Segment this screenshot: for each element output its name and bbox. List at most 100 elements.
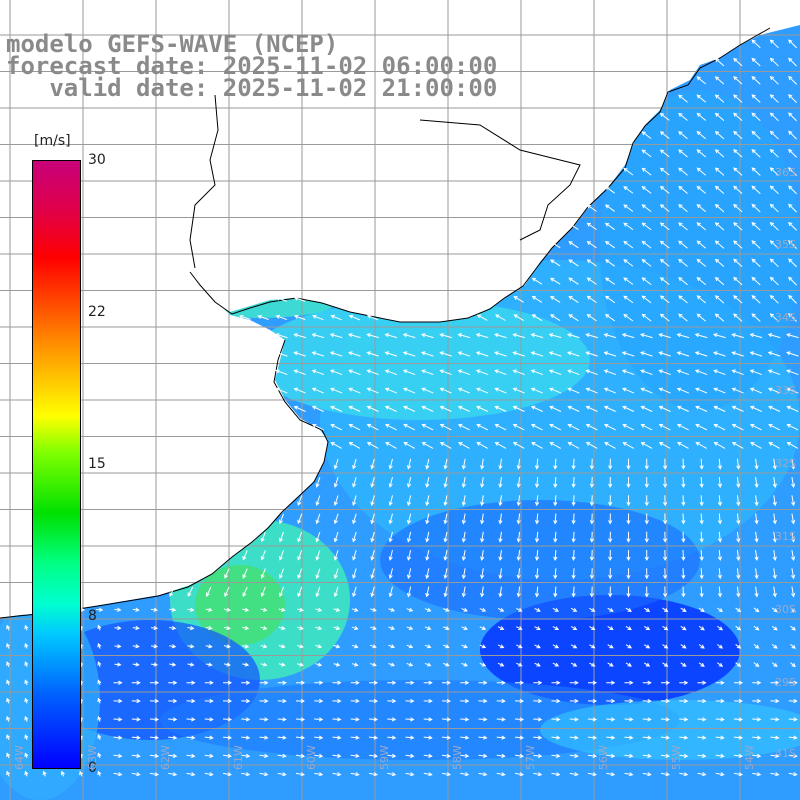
- wind-arrow: [662, 625, 669, 631]
- wind-arrow: [659, 313, 670, 322]
- wind-arrow: [751, 130, 761, 140]
- wind-arrow: [571, 458, 576, 470]
- wind-arrow: [736, 531, 741, 543]
- wind-arrow: [314, 772, 324, 777]
- wind-arrow: [731, 369, 744, 376]
- wind-arrow: [6, 661, 11, 668]
- wind-arrow: [676, 405, 689, 412]
- wind-arrow: [222, 717, 233, 722]
- wind-arrow: [662, 549, 668, 562]
- wind-arrow: [662, 644, 669, 649]
- wind-arrow: [204, 772, 214, 777]
- wind-arrow: [333, 568, 339, 580]
- wind-arrow: [749, 369, 763, 376]
- wind-arrow: [275, 314, 288, 321]
- wind-arrow: [676, 387, 689, 394]
- wind-arrow: [551, 735, 561, 740]
- colorbar-tick-8: 8: [88, 608, 97, 624]
- wind-arrow: [772, 586, 777, 598]
- wind-arrow: [644, 531, 649, 543]
- wind-arrow: [443, 495, 448, 507]
- wind-arrow: [457, 369, 471, 376]
- wind-arrow: [788, 94, 798, 103]
- wind-arrows: [6, 39, 799, 777]
- wind-arrow: [425, 513, 430, 525]
- wind-arrow: [624, 698, 634, 704]
- wind-arrow: [352, 550, 357, 561]
- wind-arrow: [570, 607, 578, 612]
- wind-arrow: [293, 296, 306, 302]
- wind-arrow: [568, 277, 579, 285]
- wind-arrow: [696, 167, 707, 176]
- wind-arrow: [512, 333, 525, 339]
- wind-arrow: [348, 369, 361, 376]
- wind-arrow: [6, 624, 11, 631]
- wind-arrow: [494, 369, 507, 376]
- wind-arrow: [403, 405, 416, 412]
- wind-arrow: [329, 333, 343, 339]
- wind-arrow: [476, 442, 488, 449]
- wind-arrow: [421, 369, 434, 376]
- wind-arrow: [204, 735, 214, 740]
- wind-arrow: [717, 662, 724, 667]
- wind-arrow: [241, 717, 251, 722]
- wind-arrow: [696, 313, 707, 322]
- wind-arrow: [623, 295, 634, 304]
- wind-arrow: [6, 715, 11, 722]
- wind-arrow: [531, 277, 543, 285]
- wind-arrow: [768, 442, 780, 449]
- wind-arrow: [571, 513, 576, 525]
- wind-arrow: [24, 661, 29, 668]
- wind-arrow: [769, 148, 779, 158]
- wind-arrow: [311, 405, 324, 412]
- wind-arrow: [585, 405, 598, 412]
- colorbar-unit: [m/s]: [34, 133, 71, 149]
- wind-arrow: [315, 477, 321, 488]
- wind-arrow: [548, 387, 562, 394]
- coastline: [0, 27, 771, 619]
- wind-arrow: [643, 607, 651, 612]
- wind-arrow: [641, 295, 652, 304]
- wind-arrow: [553, 549, 558, 562]
- wind-arrow: [678, 149, 688, 158]
- wind-arrow: [315, 531, 321, 543]
- wind-arrow: [516, 644, 523, 649]
- latitude-label: 31S: [775, 530, 796, 543]
- wind-arrow: [295, 717, 306, 722]
- wind-arrow: [659, 149, 670, 158]
- wind-arrow: [297, 550, 303, 561]
- longitude-label: 54W: [743, 745, 756, 770]
- wind-arrow: [603, 369, 617, 376]
- wind-arrow: [643, 625, 651, 631]
- wind-arrow: [384, 369, 398, 376]
- wind-arrow: [441, 772, 451, 777]
- wind-arrow: [699, 495, 704, 507]
- wind-arrow: [113, 772, 123, 777]
- wind-arrow: [457, 333, 471, 339]
- wind-arrow: [790, 643, 796, 649]
- wind-arrow: [241, 753, 251, 759]
- wind-arrow: [370, 550, 375, 561]
- wind-arrow: [478, 717, 488, 722]
- wind-arrow: [717, 513, 723, 525]
- wind-arrow: [259, 735, 269, 740]
- wind-arrow: [388, 626, 396, 631]
- wind-arrow: [680, 625, 687, 631]
- wind-arrow: [642, 772, 652, 777]
- wind-arrow: [443, 549, 448, 561]
- wind-arrow: [753, 625, 760, 631]
- wind-arrow: [714, 94, 725, 103]
- wind-arrow: [662, 568, 668, 580]
- wind-arrow: [714, 295, 725, 304]
- wind-arrow: [551, 680, 561, 685]
- wind-arrow: [608, 531, 613, 543]
- wind-arrow: [680, 662, 687, 667]
- wind-arrow: [640, 423, 653, 431]
- wind-arrow: [296, 644, 304, 649]
- wind-arrow: [791, 458, 796, 470]
- wind-arrow: [769, 112, 779, 122]
- wind-arrow: [534, 607, 541, 612]
- wind-arrow: [169, 625, 177, 631]
- wind-arrow: [681, 586, 686, 598]
